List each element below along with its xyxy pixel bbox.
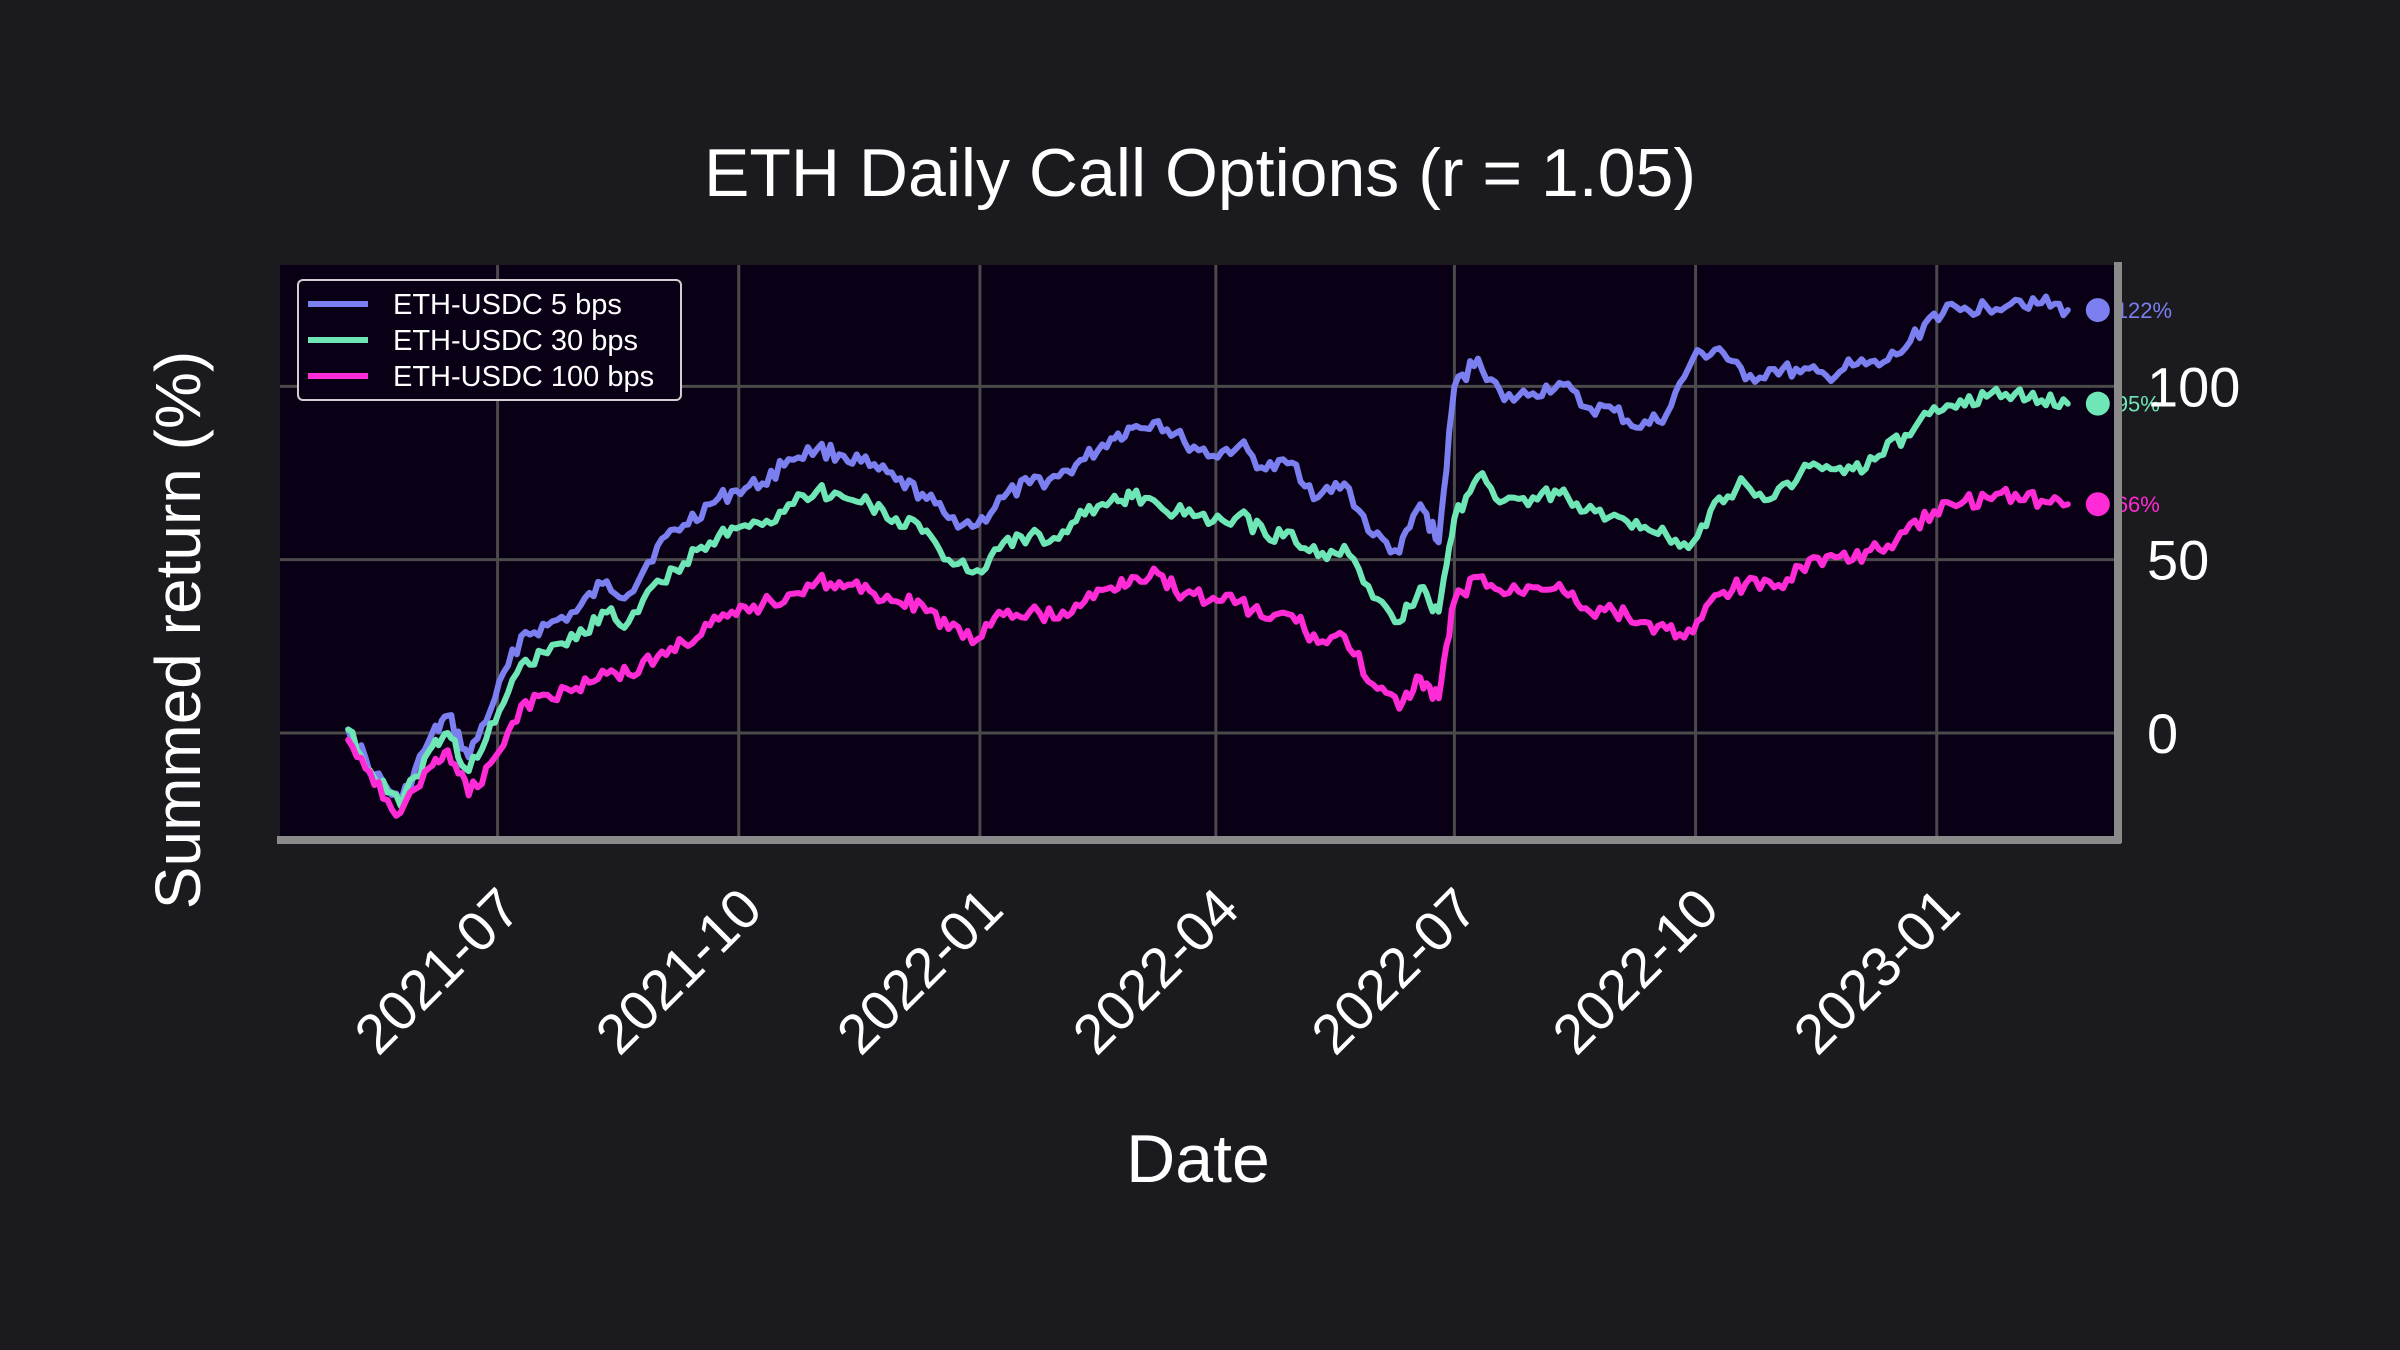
- axes: [277, 262, 2122, 844]
- series-end-marker-1: [2085, 391, 2110, 416]
- y-tick-label-0: 0: [2147, 702, 2178, 765]
- series-layer: [345, 293, 2071, 819]
- chart-title: ETH Daily Call Options (r = 1.05): [704, 135, 1696, 211]
- y-axis-label: Summed return (%): [142, 351, 214, 909]
- legend-label-0: ETH-USDC 5 bps: [393, 289, 622, 321]
- y-tick-label-50: 50: [2147, 529, 2209, 592]
- x-axis-label: Date: [1126, 1121, 1270, 1197]
- y-tick-labels: 0 50 100: [2147, 355, 2240, 765]
- series-end-marker-0: [2085, 298, 2110, 323]
- series-line-2: [345, 485, 2071, 819]
- legend-box: [297, 279, 682, 401]
- series-line-0: [345, 293, 2071, 806]
- legend-label-2: ETH-USDC 100 bps: [393, 361, 654, 393]
- series-end-label-0: 122%: [2116, 298, 2172, 323]
- series-end-marker-2: [2085, 492, 2110, 517]
- end-markers: 122% 95% 66%: [2085, 298, 2172, 517]
- series-line-1: [345, 385, 2071, 809]
- legend: ETH-USDC 5 bps ETH-USDC 30 bps ETH-USDC 10…: [297, 279, 682, 401]
- legend-label-1: ETH-USDC 30 bps: [393, 325, 638, 357]
- y-tick-label-100: 100: [2147, 355, 2240, 418]
- series-end-label-2: 66%: [2116, 492, 2160, 517]
- series-end-label-1: 95%: [2116, 392, 2160, 417]
